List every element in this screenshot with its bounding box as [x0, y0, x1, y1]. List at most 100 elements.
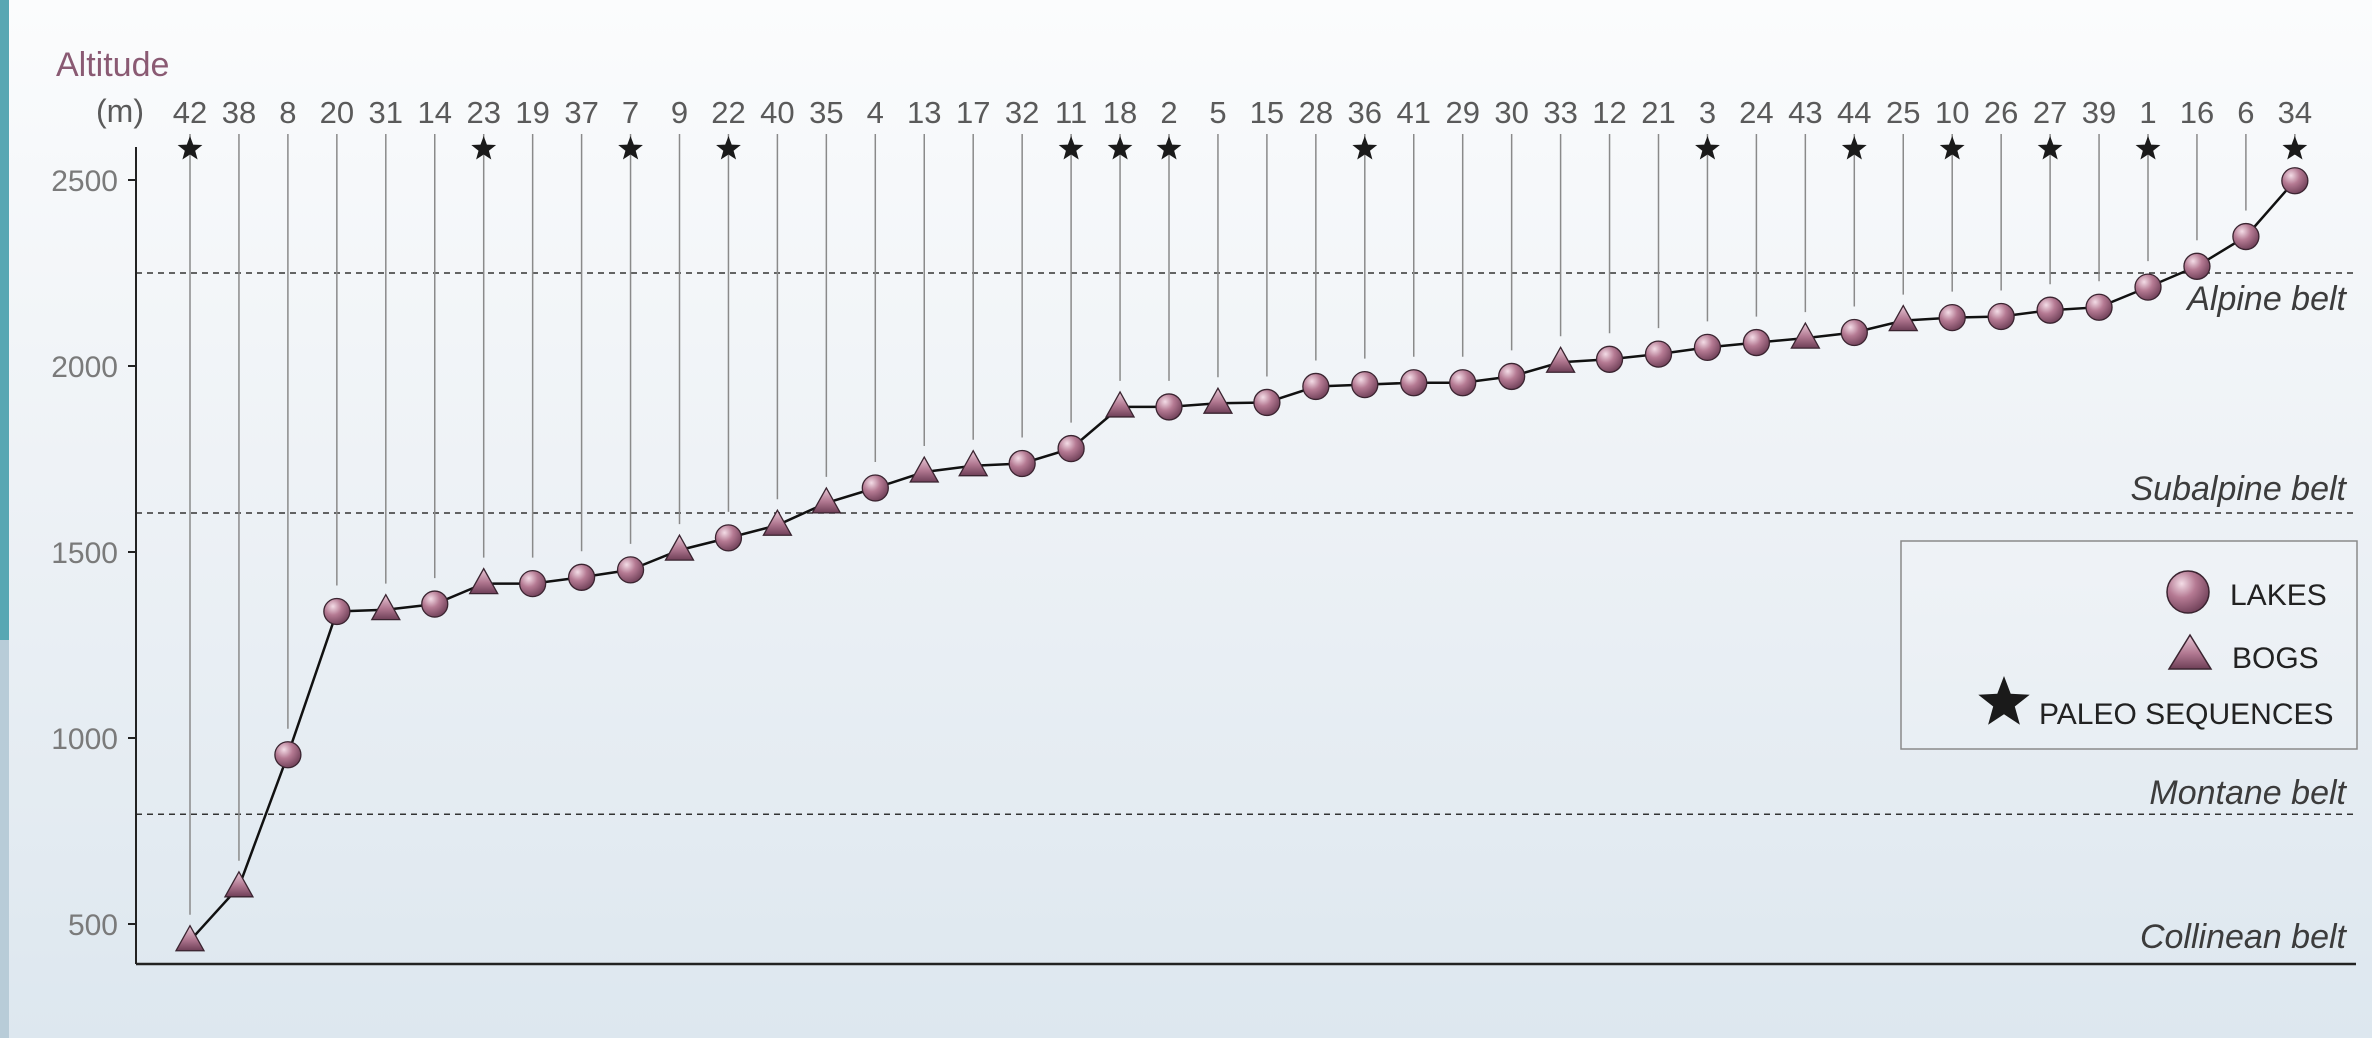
site-label: 33: [1543, 95, 1577, 130]
belt-label: Alpine belt: [2185, 280, 2347, 318]
site-labels: 42 38 8 20 31 14 23 19 37 7 9 22 40 35 4 13 17 32 11 18 2 5 15…: [173, 95, 2312, 130]
paleo-star-icon: [618, 136, 643, 160]
site-label: 17: [956, 95, 990, 130]
lake-marker: [567, 563, 596, 591]
lake-marker: [1057, 434, 1085, 463]
lake-marker: [274, 741, 302, 769]
site-label: 24: [1739, 95, 1773, 130]
site-label: 41: [1397, 95, 1431, 130]
site-label: 19: [515, 95, 549, 130]
lake-marker: [2232, 222, 2260, 251]
bog-marker: [1790, 321, 1821, 349]
y-tick-label: 1000: [51, 723, 118, 756]
site-label: 9: [671, 95, 688, 130]
lake-marker: [323, 597, 351, 626]
site-label: 11: [1055, 95, 1087, 130]
site-label: 39: [2082, 95, 2116, 130]
lake-marker: [616, 556, 645, 584]
lake-marker: [1644, 340, 1673, 368]
lake-marker: [1938, 303, 1966, 332]
site-label: 31: [369, 95, 403, 130]
site-label: 10: [1935, 95, 1969, 130]
bog-marker: [468, 567, 499, 595]
belt-label: Montane belt: [2149, 774, 2347, 812]
bog-marker: [909, 455, 940, 483]
site-label: 15: [1250, 95, 1284, 130]
legend-paleo-label: PALEO SEQUENCES: [2039, 698, 2334, 731]
y-axis-label: Altitude: [56, 46, 169, 84]
bog-marker: [223, 870, 255, 898]
paleo-star-icon: [2135, 136, 2161, 160]
y-tick-label: 500: [68, 909, 118, 942]
site-label: 28: [1299, 95, 1333, 130]
site-label: 32: [1005, 95, 1039, 130]
site-markers: [174, 167, 2309, 952]
site-label: 44: [1837, 95, 1871, 130]
site-label: 27: [2033, 95, 2067, 130]
legend-lakes-label: LAKES: [2230, 579, 2327, 612]
paleo-star-icon: [1058, 136, 1084, 160]
paleo-star-icon: [716, 136, 741, 160]
lake-marker: [1351, 370, 1379, 399]
left-edge-strip-lower: [0, 640, 9, 1038]
bog-marker: [1545, 345, 1576, 373]
paleo-star-icon: [2037, 136, 2063, 160]
paleo-star-icon: [1841, 136, 1867, 160]
site-label: 38: [222, 95, 256, 130]
paleo-star-icon: [471, 136, 497, 160]
paleo-star-icon: [1156, 136, 1182, 160]
legend-box: [1900, 540, 2358, 750]
left-edge-strip: [0, 0, 9, 640]
legend-bogs-label: BOGS: [2232, 642, 2319, 675]
lake-marker: [1595, 345, 1624, 373]
site-label: 6: [2237, 95, 2254, 130]
site-label: 43: [1788, 95, 1822, 130]
site-label: 13: [907, 95, 941, 130]
site-label: 21: [1641, 95, 1675, 130]
lake-marker: [1742, 328, 1771, 357]
bog-marker: [811, 486, 842, 514]
lake-marker: [714, 524, 743, 552]
paleo-star-icon: [1352, 136, 1378, 160]
paleo-stars: [177, 136, 2308, 160]
y-tick-label: 2500: [51, 165, 118, 198]
legend-lake-marker: [2166, 570, 2210, 614]
legend-star-icon: [1978, 676, 2030, 725]
site-label: 18: [1103, 95, 1137, 130]
site-label: 1: [2139, 95, 2156, 130]
bog-marker: [370, 593, 401, 621]
bog-marker: [762, 508, 793, 536]
bog-marker: [1888, 304, 1919, 332]
lake-marker: [1400, 369, 1428, 397]
bog-marker: [174, 924, 206, 952]
site-label: 8: [279, 95, 296, 130]
lake-marker: [861, 474, 889, 502]
y-axis-unit: (m): [96, 93, 144, 129]
site-label: 14: [418, 95, 452, 130]
lake-marker: [1693, 333, 1722, 362]
site-label: 5: [1209, 95, 1226, 130]
paleo-star-icon: [2282, 136, 2308, 160]
site-label: 42: [173, 95, 207, 130]
site-label: 3: [1699, 95, 1716, 130]
paleo-star-icon: [1939, 136, 1965, 160]
belt-label: Collinean belt: [2140, 918, 2348, 956]
site-label: 12: [1592, 95, 1626, 130]
lake-marker: [1302, 372, 1330, 401]
y-ticks: 500 1000 1500 2000 2500: [51, 165, 136, 942]
site-label: 29: [1445, 95, 1479, 130]
site-label: 22: [711, 95, 745, 130]
lake-marker: [421, 590, 449, 618]
paleo-star-icon: [1107, 136, 1133, 160]
lake-marker: [1498, 362, 1526, 391]
site-label: 20: [320, 95, 354, 130]
bog-marker: [958, 449, 989, 477]
lake-marker: [2036, 296, 2064, 324]
site-guide-lines: [189, 134, 2296, 915]
site-label: 16: [2180, 95, 2214, 130]
site-label: 26: [1984, 95, 2018, 130]
lake-marker: [2085, 293, 2113, 321]
bog-marker: [664, 533, 695, 561]
lake-marker: [1840, 318, 1868, 347]
